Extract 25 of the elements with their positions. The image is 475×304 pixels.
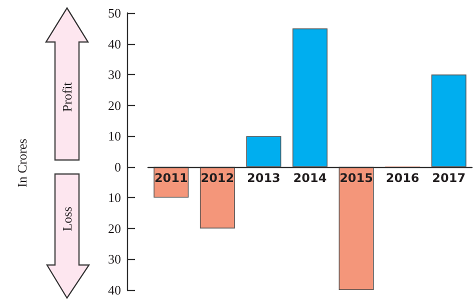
y-tick-label: 10 <box>108 190 121 206</box>
x-tick-label: 2015 <box>340 170 373 185</box>
bar <box>246 136 282 167</box>
x-tick-label: 2017 <box>432 170 466 185</box>
y-tick-label: 50 <box>108 6 121 20</box>
y-tick-label: 30 <box>108 67 121 82</box>
y-tick-label: 40 <box>108 36 121 52</box>
y-tick-label: 0 <box>114 159 121 174</box>
x-tick-label: 2013 <box>247 170 280 185</box>
x-tick-label: 2011 <box>154 170 188 185</box>
x-tick-label: 2016 <box>386 170 420 185</box>
text: Loss <box>60 206 74 232</box>
text: In Crores <box>14 138 30 188</box>
bar <box>431 74 466 167</box>
y-tick-label: 20 <box>108 98 121 113</box>
bar <box>200 166 235 228</box>
y-tick-label: 40 <box>108 282 121 298</box>
text: Profit <box>60 82 74 112</box>
x-tick-label: 2014 <box>293 170 327 185</box>
y-tick-label: 10 <box>108 128 121 144</box>
bar <box>292 28 328 167</box>
bar <box>338 166 374 290</box>
y-tick-label: 20 <box>108 220 121 236</box>
x-tick-label: 2012 <box>200 170 234 185</box>
y-tick-label: 30 <box>108 252 121 267</box>
